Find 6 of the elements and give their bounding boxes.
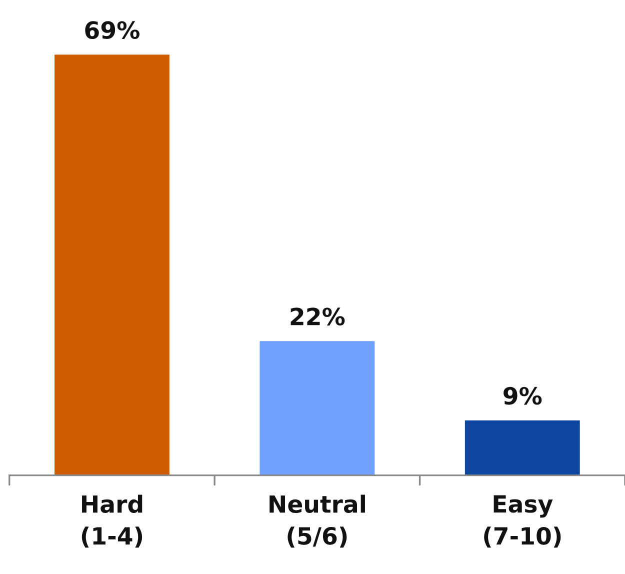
data-label: 9% — [504, 386, 542, 405]
data-label: 69% — [85, 21, 140, 39]
x-tick-label: Hard (1-4) — [82, 494, 142, 548]
x-tick-label: Neutral (5/6) — [270, 494, 365, 548]
x-tick-label: Easy (7-10) — [484, 495, 561, 548]
data-label: 22% — [290, 308, 345, 326]
